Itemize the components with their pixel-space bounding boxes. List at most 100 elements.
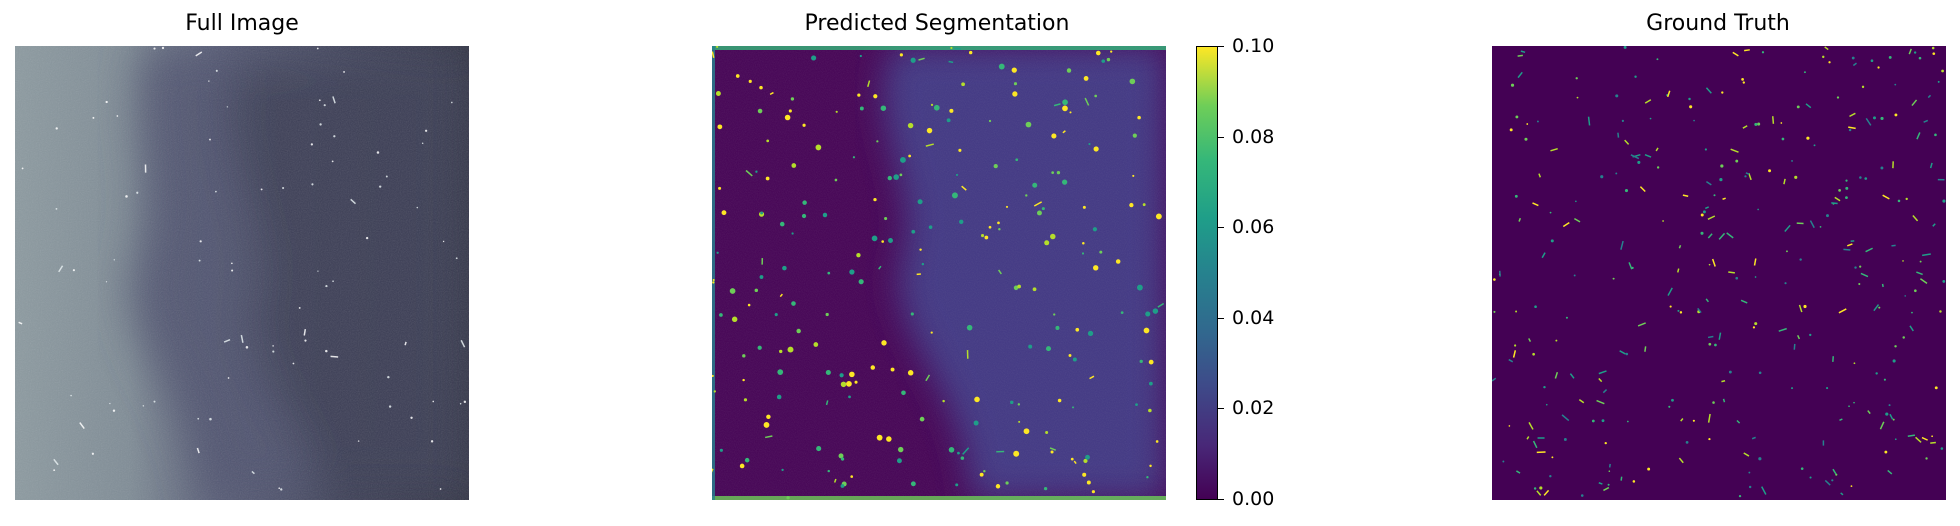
- speck: [199, 260, 201, 262]
- speck: [1018, 421, 1020, 423]
- colorbar: [1196, 46, 1218, 500]
- speck: [994, 164, 998, 168]
- speck: [246, 346, 249, 349]
- speck: [766, 415, 770, 419]
- speck: [1720, 164, 1723, 167]
- speck: [299, 307, 301, 309]
- speck: [333, 135, 335, 137]
- speck: [802, 124, 805, 127]
- speck: [835, 179, 838, 182]
- speck: [722, 210, 727, 215]
- speck: [1885, 412, 1888, 415]
- speck: [1129, 203, 1133, 207]
- speck: [1057, 171, 1060, 174]
- speck: [331, 356, 339, 357]
- speck: [1689, 105, 1692, 108]
- speck: [1082, 252, 1084, 254]
- speck: [789, 109, 792, 112]
- speck: [1889, 404, 1891, 406]
- speck: [929, 225, 933, 229]
- speck: [1101, 59, 1105, 63]
- speck: [900, 53, 903, 56]
- speck: [1140, 360, 1143, 363]
- speck: [1935, 386, 1938, 389]
- speck: [1780, 122, 1782, 124]
- speck: [755, 289, 758, 292]
- speck: [1005, 481, 1008, 484]
- speck: [1145, 311, 1150, 316]
- speck: [1012, 67, 1017, 72]
- speck: [1893, 419, 1895, 421]
- speck: [802, 200, 807, 205]
- ground-truth-image: [1492, 46, 1946, 500]
- speck: [1878, 307, 1880, 309]
- speck: [1602, 419, 1605, 422]
- speck: [1096, 51, 1101, 56]
- speck: [1621, 477, 1622, 481]
- speck: [136, 192, 138, 194]
- speck: [1837, 96, 1839, 98]
- speck: [319, 99, 321, 101]
- speck: [1843, 249, 1850, 250]
- speck: [996, 484, 1000, 488]
- speck: [379, 185, 381, 187]
- speck: [1708, 438, 1710, 440]
- speck: [389, 405, 391, 407]
- speck: [1794, 176, 1797, 179]
- speck: [1925, 457, 1927, 459]
- speck: [1510, 128, 1513, 131]
- predicted-segmentation-title: Predicted Segmentation: [750, 11, 1124, 36]
- speck: [1551, 239, 1554, 242]
- speck: [153, 48, 155, 50]
- speck: [1714, 344, 1717, 347]
- speck: [1149, 382, 1153, 386]
- speck: [1046, 346, 1051, 351]
- speck: [780, 222, 785, 227]
- speck: [1156, 213, 1162, 219]
- speck: [464, 401, 466, 403]
- speck: [1884, 451, 1887, 454]
- speck: [1051, 171, 1054, 174]
- speck: [1939, 310, 1941, 312]
- speck: [1044, 240, 1049, 245]
- speck: [1686, 441, 1689, 444]
- speck: [981, 234, 984, 237]
- speck: [827, 470, 829, 472]
- speck: [1735, 160, 1738, 163]
- speck: [1613, 278, 1615, 280]
- speck: [720, 449, 723, 452]
- speck: [760, 275, 764, 279]
- speck: [1515, 195, 1518, 198]
- speck: [1137, 116, 1141, 120]
- speck: [53, 469, 55, 471]
- speck: [1932, 47, 1935, 50]
- speck: [1894, 345, 1896, 347]
- speck: [425, 130, 427, 132]
- speck: [1534, 305, 1537, 308]
- speck: [311, 183, 313, 185]
- speck: [860, 55, 862, 57]
- speck: [857, 93, 860, 96]
- speck: [1082, 242, 1085, 245]
- speck: [846, 381, 852, 387]
- speck: [1555, 340, 1557, 342]
- speck: [712, 281, 714, 283]
- speck: [1688, 98, 1690, 100]
- speck: [106, 101, 108, 103]
- speck: [758, 109, 763, 114]
- speck: [1017, 285, 1021, 289]
- speck: [1627, 421, 1629, 423]
- speck: [1693, 120, 1695, 122]
- speck: [873, 94, 877, 98]
- speck: [1914, 51, 1916, 53]
- full-image: [15, 46, 469, 500]
- speck: [1633, 480, 1636, 483]
- speck: [1693, 420, 1695, 422]
- speck: [1524, 138, 1527, 141]
- colorbar-tick-label: 0.10: [1232, 37, 1274, 56]
- speck: [1713, 194, 1715, 196]
- speck: [1791, 160, 1793, 162]
- speck: [1877, 66, 1879, 68]
- speck: [410, 417, 412, 419]
- speck: [745, 458, 750, 463]
